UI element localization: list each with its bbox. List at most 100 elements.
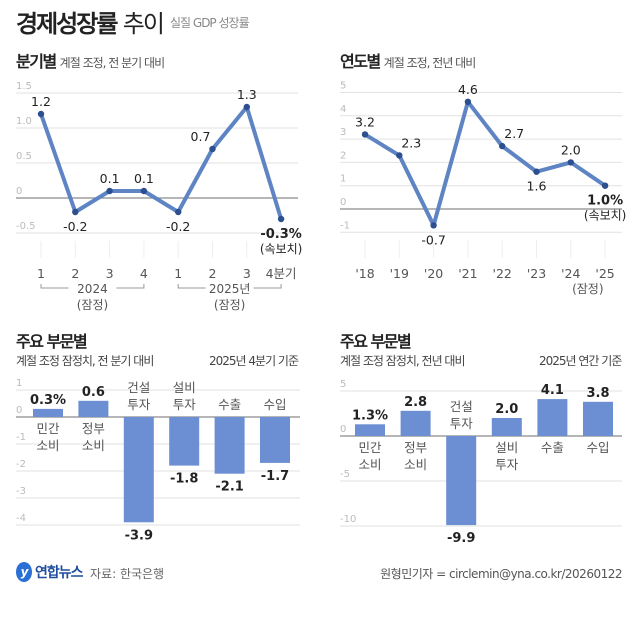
- x-tick-label: '19: [390, 266, 409, 281]
- bar: [355, 424, 385, 436]
- unit-label: 실질 GDP 성장률: [170, 16, 250, 30]
- data-point: [140, 187, 148, 195]
- x-tick-label: 2: [209, 266, 217, 281]
- source-label: 자료: 한국은행: [90, 567, 165, 581]
- quarterly-subtitle: 계절 조정, 전 분기 대비: [59, 56, 165, 70]
- title-light: 추이: [122, 10, 165, 38]
- y-tick-label: 0: [340, 424, 346, 435]
- bar: [260, 417, 290, 463]
- category-label: 수출: [218, 397, 241, 412]
- data-label: -0.3%: [260, 227, 301, 242]
- x-tick-label: '18: [355, 266, 374, 281]
- x-tick-label: '23: [527, 266, 546, 281]
- y-tick-label: -10: [340, 514, 356, 525]
- data-label: -1.7: [261, 469, 289, 484]
- data-label: 2.7: [504, 126, 524, 141]
- quarterly-title: 분기별: [16, 52, 57, 71]
- group-label: 2024: [77, 282, 108, 296]
- data-point: [361, 131, 369, 138]
- data-label: -9.9: [447, 531, 475, 546]
- x-tick-label: 3: [243, 266, 251, 281]
- data-label: 0.1: [100, 171, 120, 186]
- y-tick-label: 0: [340, 197, 346, 208]
- bar: [123, 417, 154, 523]
- sector-q-subtitle: 계절 조정 잠정치, 전 분기 대비: [16, 354, 154, 368]
- annual-subtitle: 계절 조정, 전년 대비: [383, 56, 477, 70]
- y-tick-label: -4: [16, 513, 26, 524]
- category-label: 투자: [173, 397, 197, 412]
- x-tick-label: '25: [595, 266, 614, 281]
- sector-a-subtitle: 계절 조정 잠정치, 전년 대비: [340, 354, 466, 368]
- bar: [33, 408, 63, 417]
- quarterly-heading: 분기별 계절 조정, 전 분기 대비: [16, 48, 165, 72]
- x-tick-label: '21: [458, 266, 477, 281]
- y-tick-label: -5: [340, 469, 350, 480]
- annual-heading: 연도별 계절 조정, 전년 대비: [340, 48, 477, 72]
- sector-q-basis: 2025년 4분기 기준: [209, 354, 299, 368]
- credit-label: 원형민기자 = circlemin@yna.co.kr/20260122: [380, 567, 622, 581]
- logo-mark-icon: y: [16, 562, 32, 582]
- data-point: [396, 152, 403, 159]
- bar: [491, 418, 522, 436]
- data-label: 2.8: [404, 395, 427, 410]
- bar: [400, 410, 431, 436]
- x-tick-label: '22: [493, 266, 512, 281]
- x-tick-label: 2: [71, 266, 79, 281]
- category-label: 소비: [358, 457, 381, 472]
- y-tick-label: 0.5: [16, 151, 32, 162]
- group-note: (잠정): [77, 298, 108, 312]
- x-tick-label: 4분기: [266, 266, 297, 281]
- bar: [446, 436, 477, 526]
- series-line: [363, 99, 607, 228]
- category-label: 설비: [495, 440, 518, 455]
- category-label: 수출: [541, 440, 564, 455]
- data-point: [106, 187, 113, 195]
- category-label: 소비: [404, 457, 427, 472]
- group-label: 2025년: [209, 282, 251, 296]
- data-point: [601, 182, 609, 189]
- y-tick-label: 0: [16, 186, 22, 197]
- y-tick-label: -2: [16, 459, 26, 470]
- data-point: [175, 208, 182, 216]
- sector-a-title: 주요 부문별: [340, 332, 412, 351]
- category-label: 수입: [586, 440, 609, 455]
- bar: [583, 401, 613, 436]
- data-label: 0.6: [82, 385, 105, 400]
- category-label: 건설: [450, 399, 473, 414]
- bar: [78, 400, 109, 417]
- y-tick-label: 1: [16, 378, 22, 389]
- data-label: 4.6: [458, 82, 478, 97]
- group-note: (잠정): [214, 298, 245, 312]
- category-label: 수입: [263, 397, 286, 412]
- x-tick-label: 3: [106, 266, 114, 281]
- data-label: 1.3%: [352, 408, 388, 423]
- bar: [214, 417, 245, 474]
- category-label: 정부: [82, 421, 105, 436]
- data-label: 3.2: [355, 114, 375, 129]
- data-label: 0.7: [191, 129, 211, 144]
- annual-title: 연도별: [340, 52, 381, 71]
- category-label: 투자: [127, 397, 151, 412]
- data-label: 1.0%: [587, 194, 623, 209]
- y-tick-label: -1: [340, 220, 350, 231]
- data-point: [464, 98, 472, 106]
- data-label: 0.3%: [30, 393, 66, 408]
- data-label: 2.0: [495, 402, 518, 417]
- data-label-note: (속보치): [260, 242, 302, 256]
- group-label-bg: [68, 282, 117, 294]
- category-label: 소비: [82, 438, 105, 453]
- y-tick-label: 5: [340, 379, 346, 390]
- data-point: [243, 103, 250, 111]
- data-label: 1.6: [527, 179, 547, 194]
- y-tick-label: 0: [16, 405, 22, 416]
- data-point: [430, 222, 437, 229]
- series-line: [39, 105, 284, 220]
- y-tick-label: 1.0: [16, 116, 32, 127]
- category-label: 투자: [450, 416, 474, 431]
- title-bold: 경제성장률: [16, 10, 118, 38]
- group-label-bg: [205, 282, 254, 294]
- x-tick-label: '20: [424, 266, 443, 281]
- data-point: [37, 110, 45, 118]
